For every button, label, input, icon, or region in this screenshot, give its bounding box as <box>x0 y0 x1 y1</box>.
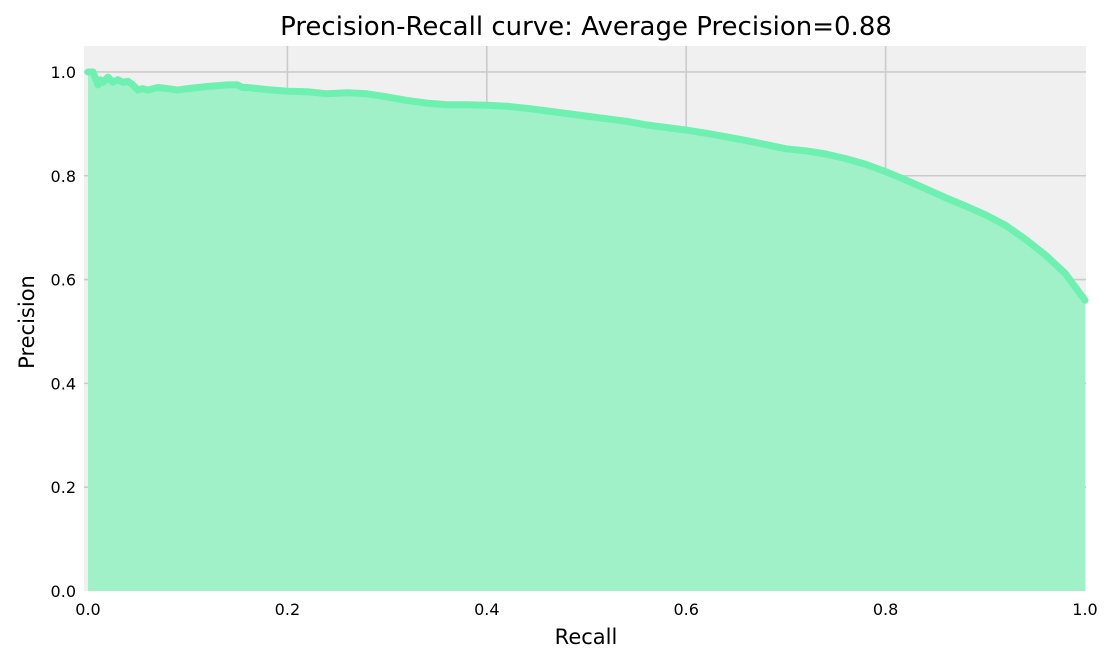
chart-title: Precision-Recall curve: Average Precisio… <box>280 12 892 42</box>
y-axis-label: Precision <box>15 275 39 369</box>
y-tick-labels: 0.0 0.2 0.4 0.6 0.8 1.0 <box>51 63 76 601</box>
x-tick-label-4: 0.8 <box>873 600 898 619</box>
precision-area-fill <box>88 72 1085 591</box>
precision-recall-line <box>84 68 1089 304</box>
y-tick-label-0: 0.0 <box>51 582 76 601</box>
y-tick-label-3: 0.6 <box>51 271 76 290</box>
y-tick-label-4: 0.8 <box>51 167 76 186</box>
y-tick-label-2: 0.4 <box>51 374 76 393</box>
x-tick-label-2: 0.4 <box>474 600 499 619</box>
x-tick-label-3: 0.6 <box>673 600 698 619</box>
x-tick-label-1: 0.2 <box>275 600 300 619</box>
x-axis-label: Recall <box>555 625 618 649</box>
x-tick-label-5: 1.0 <box>1072 600 1097 619</box>
y-tick-label-5: 1.0 <box>51 63 76 82</box>
x-tick-label-0: 0.0 <box>75 600 100 619</box>
y-tick-label-1: 0.2 <box>51 478 76 497</box>
x-tick-labels: 0.0 0.2 0.4 0.6 0.8 1.0 <box>75 600 1097 619</box>
